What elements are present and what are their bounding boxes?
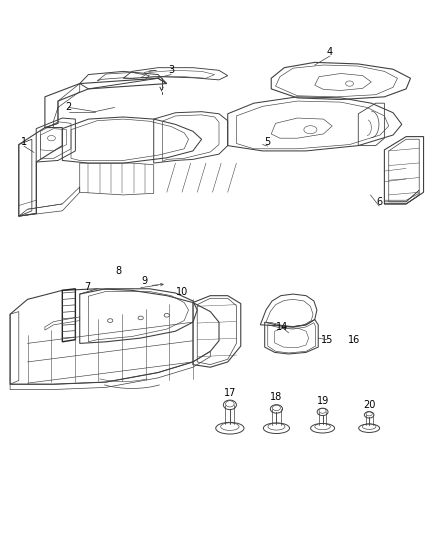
Text: 6: 6 (376, 197, 382, 207)
Text: 19: 19 (317, 396, 328, 406)
Text: 16: 16 (348, 335, 360, 345)
Text: 15: 15 (321, 335, 333, 345)
Text: 5: 5 (265, 137, 271, 147)
Text: 18: 18 (270, 392, 283, 402)
Text: 1: 1 (21, 137, 27, 147)
Text: 17: 17 (224, 388, 236, 398)
Text: 8: 8 (115, 266, 121, 276)
Text: 20: 20 (363, 400, 375, 410)
Text: 9: 9 (141, 276, 147, 286)
Text: 2: 2 (66, 102, 72, 112)
Text: 7: 7 (84, 281, 90, 292)
Text: 10: 10 (176, 287, 188, 297)
Text: 3: 3 (168, 66, 174, 75)
Text: 14: 14 (276, 322, 288, 333)
Text: 4: 4 (327, 47, 333, 56)
